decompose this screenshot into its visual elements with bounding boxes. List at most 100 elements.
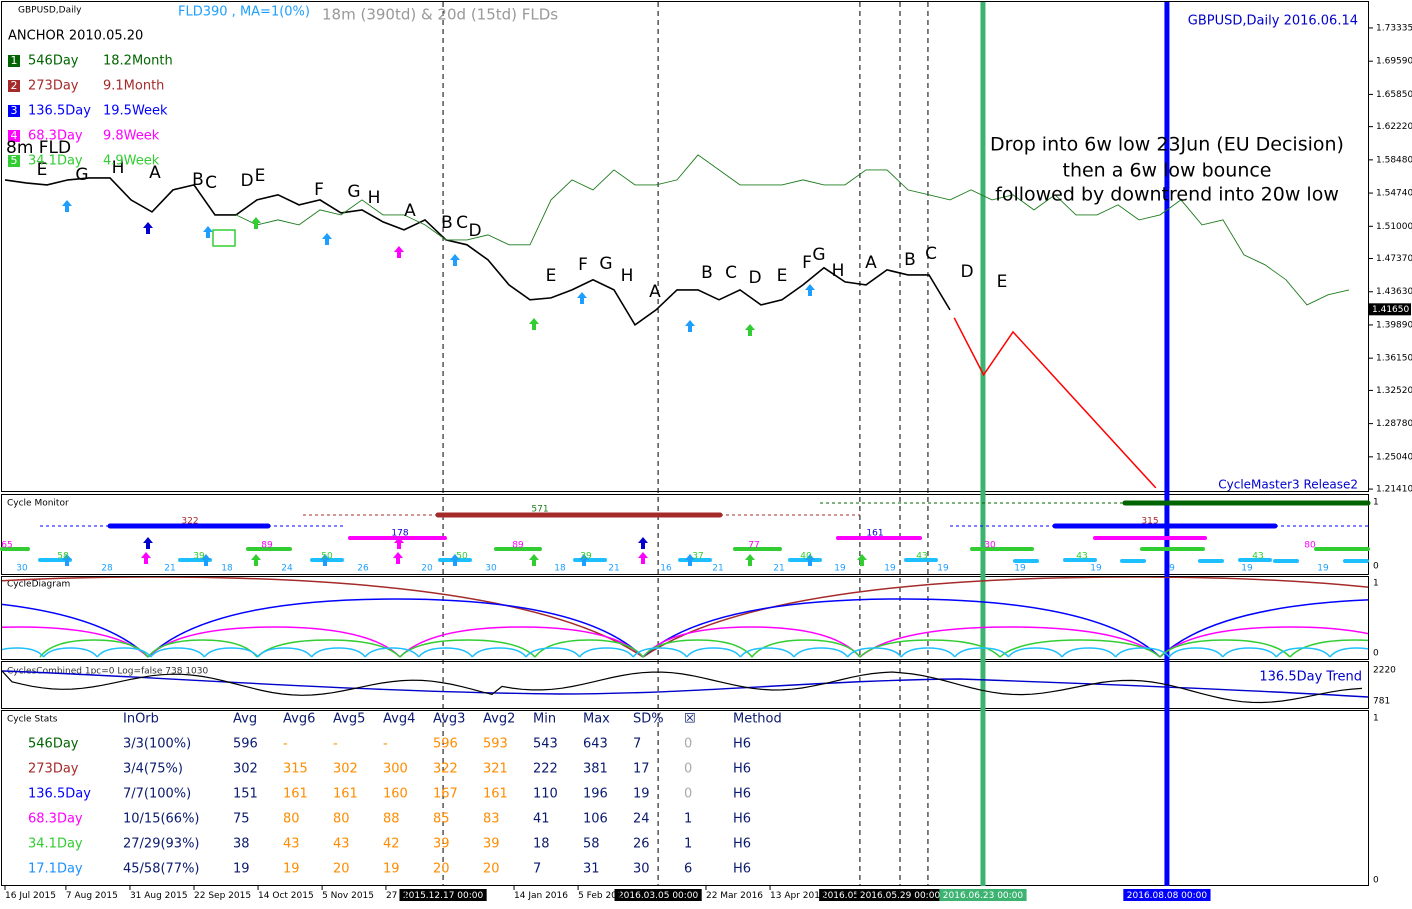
monitor-label: 80 [1304,541,1316,551]
stats-header: Min [533,712,556,727]
stats-cell: 19 [233,862,250,877]
wave-label: A [649,282,661,302]
anchor: ANCHOR 2010.05.20 [8,29,143,44]
annotation: then a 6w low bounce [1063,160,1272,182]
trend-line [1,670,1369,698]
legend-span: 9.1Month [103,79,164,94]
legend-badge [8,105,20,117]
monitor-label: 50 [321,552,333,562]
stats-cell: 593 [483,737,508,752]
marker-label: 2015.12.17 00:00 [403,891,484,901]
monitor-arrow [638,537,648,549]
current-price-label: 1.41650 [1372,305,1409,315]
monitor-label: 19 [884,564,896,574]
stats-cell: 39 [483,837,500,852]
monitor-arrow [685,554,695,566]
legend-span: 18.2Month [103,54,173,69]
stats-header: ☒ [684,712,696,727]
stats-cell: H6 [733,762,751,777]
stats-cell: H6 [733,787,751,802]
wave-label: B [192,170,204,190]
stats-cell: 160 [383,787,408,802]
stats-cell: 1 [684,812,692,827]
monitor-label: 322 [181,517,198,527]
x-tick-label: 5 Feb 201 [578,891,623,901]
y-tick-label: 1.69590 [1376,57,1412,67]
stats-cell: 80 [283,812,300,827]
stats-cycle: 68.3Day [28,812,83,827]
diagram-arcs [2,577,1368,658]
stats-title: Cycle Stats [7,715,58,725]
legend-days: 34.1Day [28,154,83,169]
x-tick-label: 16 Jul 2015 [5,891,56,901]
legend-days: 546Day [28,54,79,69]
price-arrow [251,217,261,229]
axis-label: 0 [1373,562,1379,572]
stats-cell: 20 [433,862,450,877]
stats-cell: 161 [483,787,508,802]
stats-cell: 196 [583,787,608,802]
monitor-label: 77 [748,541,759,551]
price-arrow [685,320,695,332]
stats-cell: 7 [633,737,641,752]
legend-badge [8,130,20,142]
legend-days: 273Day [28,79,79,94]
stats-cell: 42 [383,837,400,852]
monitor-label: 18 [221,564,233,574]
stats-cell: 321 [483,762,508,777]
monitor-label: 21 [164,564,175,574]
monitor-label: 30 [16,564,28,574]
stats-cell: 151 [233,787,258,802]
monitor-arrow [638,552,648,564]
cycle-arc [39,639,1368,658]
marker-label-bg [399,889,487,901]
stats-cell: 18 [533,837,550,852]
stats-cell: 0 [684,787,692,802]
wave-label: A [865,253,877,273]
wave-label: H [832,261,845,281]
monitor-arrow [529,554,539,566]
stats-cell: 10/15(66%) [123,812,200,827]
stats-cell: 222 [533,762,558,777]
stats-cell: 322 [433,762,458,777]
release: CycleMaster3 Release2 [1218,478,1358,492]
fld-note: 8m FLD [6,138,71,158]
stats-cell: 1 [684,837,692,852]
stats-cell: 58 [583,837,600,852]
stats-cell: H6 [733,862,751,877]
x-tick-label: 22 Sep 2015 [194,891,251,901]
wave-label: E [546,266,557,286]
monitor-arrow [62,554,72,566]
monitor-label: 178 [391,529,408,539]
stats-cell: 110 [533,787,558,802]
stats-cell: 6 [684,862,692,877]
stats-cell: H6 [733,837,751,852]
wave-label: G [347,182,360,202]
fld-desc: 18m (390td) & 20d (15td) FLDs [322,6,558,24]
stats-header: Avg6 [283,712,315,727]
axis-label: 0 [1373,649,1379,659]
stats-cell: 381 [583,762,608,777]
monitor-label: 26 [357,564,369,574]
marker-label: 2016.03.05 00:00 [618,891,699,901]
stats-cell: 643 [583,737,608,752]
monitor-label: 30 [485,564,497,574]
stats-cell: 30 [633,862,650,877]
cycle-arc [2,598,1368,658]
x-tick-label: 14 Oct 2015 [258,891,314,901]
cycle-arc [2,626,1368,658]
wave-label: E [997,272,1008,292]
marker-label: 2016.05.29 00:00 [860,891,941,901]
monitor-label: 16 [660,564,672,574]
panel-title: Cycle Monitor [7,499,69,509]
stats-cell: 19 [633,787,650,802]
stats-cell: 596 [233,737,258,752]
axis-label: 1 [1373,714,1379,724]
wave-label: F [802,253,812,273]
y-tick-label: 1.47370 [1376,254,1412,264]
projection-line [953,317,1157,489]
x-tick-label: 31 Aug 2015 [130,891,188,901]
stats-header: Avg3 [433,712,465,727]
monitor-label: 19 [937,564,949,574]
wave-label: B [441,213,453,233]
